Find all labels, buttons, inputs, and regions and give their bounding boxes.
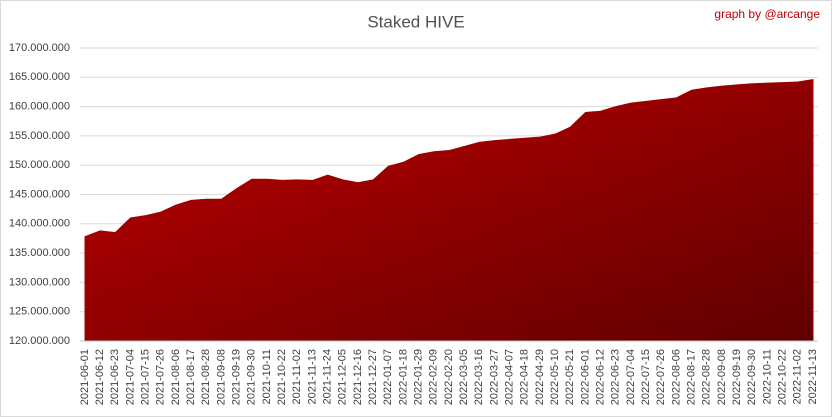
x-tick-label: 2021-11-02 bbox=[291, 349, 303, 404]
x-tick-label: 2021-06-23 bbox=[109, 349, 121, 405]
x-tick-label: 2022-01-07 bbox=[382, 349, 394, 405]
x-tick-label: 2022-03-27 bbox=[488, 349, 500, 405]
x-tick-label: 2022-06-01 bbox=[579, 349, 591, 405]
x-tick-label: 2022-04-29 bbox=[534, 349, 546, 405]
x-tick-label: 2021-10-22 bbox=[276, 349, 288, 405]
x-tick-label: 2021-08-17 bbox=[185, 349, 197, 405]
x-tick-label: 2022-03-16 bbox=[473, 349, 485, 405]
x-tick-label: 2021-09-30 bbox=[246, 349, 258, 405]
x-tick-label: 2021-06-01 bbox=[79, 349, 91, 405]
y-tick-label: 155.000.000 bbox=[9, 130, 70, 142]
y-tick-label: 135.000.000 bbox=[9, 247, 70, 259]
x-tick-label: 2022-04-07 bbox=[504, 349, 516, 405]
y-tick-label: 120.000.000 bbox=[9, 335, 70, 347]
x-tick-label: 2022-08-17 bbox=[686, 349, 698, 405]
x-tick-label: 2021-08-06 bbox=[170, 349, 182, 405]
x-tick-label: 2022-01-18 bbox=[397, 349, 409, 405]
x-tick-label: 2021-09-19 bbox=[231, 349, 243, 405]
x-tick-label: 2022-05-10 bbox=[549, 349, 561, 405]
y-tick-label: 145.000.000 bbox=[9, 188, 70, 200]
y-tick-label: 125.000.000 bbox=[9, 306, 70, 318]
x-tick-label: 2021-08-28 bbox=[200, 349, 212, 405]
x-tick-label: 2021-12-27 bbox=[367, 349, 379, 405]
y-tick-label: 130.000.000 bbox=[9, 276, 70, 288]
x-tick-label: 2022-10-22 bbox=[777, 349, 789, 405]
x-tick-label: 2022-06-23 bbox=[610, 349, 622, 405]
x-tick-label: 2022-06-12 bbox=[595, 349, 607, 405]
x-tick-label: 2021-06-12 bbox=[94, 349, 106, 405]
y-tick-label: 165.000.000 bbox=[9, 71, 70, 83]
x-tick-label: 2021-12-16 bbox=[352, 349, 364, 405]
x-tick-label: 2022-09-30 bbox=[746, 349, 758, 405]
area bbox=[84, 79, 814, 342]
x-tick-label: 2022-07-15 bbox=[640, 349, 652, 405]
y-tick-label: 140.000.000 bbox=[9, 218, 70, 230]
chart-title: Staked HIVE bbox=[367, 12, 464, 31]
x-tick-label: 2021-07-15 bbox=[140, 349, 152, 405]
x-tick-label: 2021-11-24 bbox=[322, 349, 334, 404]
x-tick-label: 2022-09-19 bbox=[731, 349, 743, 405]
x-tick-label: 2021-12-05 bbox=[337, 349, 349, 405]
x-tick-label: 2022-02-09 bbox=[428, 349, 440, 405]
x-tick-label: 2021-10-11 bbox=[261, 349, 273, 404]
x-tick-label: 2022-11-02 bbox=[792, 349, 804, 404]
y-tick-label: 170.000.000 bbox=[9, 42, 70, 54]
y-tick-label: 160.000.000 bbox=[9, 101, 70, 113]
x-tick-label: 2021-09-08 bbox=[215, 349, 227, 405]
credit: graph by @arcange bbox=[714, 7, 820, 21]
x-tick-label: 2022-04-18 bbox=[519, 349, 531, 405]
x-tick-label: 2022-08-28 bbox=[701, 349, 713, 405]
x-tick-label: 2022-05-21 bbox=[564, 349, 576, 405]
x-tick-label: 2022-03-05 bbox=[458, 349, 470, 405]
x-tick-label: 2022-07-26 bbox=[655, 349, 667, 405]
x-tick-label: 2022-02-20 bbox=[443, 349, 455, 405]
x-tick-label: 2022-01-29 bbox=[413, 349, 425, 405]
y-tick-label: 150.000.000 bbox=[9, 159, 70, 171]
x-tick-label: 2021-11-13 bbox=[306, 349, 318, 404]
x-tick-label: 2022-10-11 bbox=[761, 349, 773, 404]
x-tick-label: 2022-09-08 bbox=[716, 349, 728, 405]
x-tick-label: 2022-07-04 bbox=[625, 349, 637, 405]
x-tick-label: 2022-08-06 bbox=[670, 349, 682, 405]
x-tick-label: 2021-07-26 bbox=[155, 349, 167, 405]
x-tick-label: 2021-07-04 bbox=[124, 349, 136, 405]
x-tick-label: 2022-11-13 bbox=[807, 349, 819, 404]
